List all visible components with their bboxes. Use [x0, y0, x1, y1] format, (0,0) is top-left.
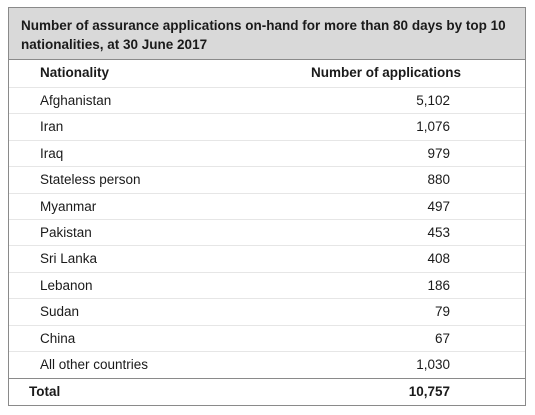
nationality-cell: Iran [40, 119, 64, 135]
applications-cell: 1,076 [416, 119, 450, 135]
applications-cell: 1,030 [416, 356, 450, 372]
applications-table: Number of assurance applications on-hand… [8, 7, 526, 406]
table-row: Stateless person 880 [9, 167, 525, 194]
table-row: Sri Lanka 408 [9, 246, 525, 273]
table-row: Lebanon 186 [9, 273, 525, 300]
table-row: Myanmar 497 [9, 194, 525, 220]
applications-cell: 880 [427, 172, 450, 188]
applications-cell: 497 [427, 198, 450, 214]
total-value: 10,757 [408, 384, 450, 400]
nationality-cell: Sri Lanka [40, 251, 98, 267]
table-row: Iraq 979 [9, 141, 525, 168]
table-header-row: Nationality Number of applications [9, 60, 525, 88]
nationality-cell: Pakistan [40, 224, 92, 240]
total-row: Total 10,757 [9, 378, 525, 405]
nationality-cell: Lebanon [40, 277, 93, 293]
table-row: All other countries 1,030 [9, 352, 525, 378]
table-row: Pakistan 453 [9, 220, 525, 247]
applications-cell: 408 [427, 251, 450, 267]
nationality-cell: China [40, 330, 76, 346]
nationality-cell: Afghanistan [40, 93, 112, 108]
applications-cell: 79 [434, 304, 450, 320]
total-label: Total [29, 384, 61, 400]
applications-cell: 186 [427, 277, 450, 293]
table-row: China 67 [9, 326, 525, 352]
nationality-cell: Myanmar [40, 198, 97, 214]
nationality-cell: Sudan [40, 304, 80, 320]
table-row: Iran 1,076 [9, 114, 525, 141]
nationality-cell: Stateless person [40, 172, 141, 188]
table-body: Afghanistan 5,102 Iran 1,076 Iraq 979 Stateles… [9, 88, 525, 378]
applications-cell: 67 [434, 330, 450, 346]
nationality-cell: All other countries [40, 356, 149, 372]
nationality-cell: Iraq [40, 145, 64, 161]
applications-cell: 453 [427, 224, 450, 240]
applications-cell: 5,102 [416, 93, 450, 108]
table-row: Sudan 79 [9, 299, 525, 326]
header-applications: Number of applications [310, 65, 461, 80]
table-row: Afghanistan 5,102 [9, 88, 525, 115]
table-title: Number of assurance applications on-hand… [9, 8, 525, 60]
header-nationality: Nationality [40, 65, 110, 80]
applications-cell: 979 [427, 145, 450, 161]
